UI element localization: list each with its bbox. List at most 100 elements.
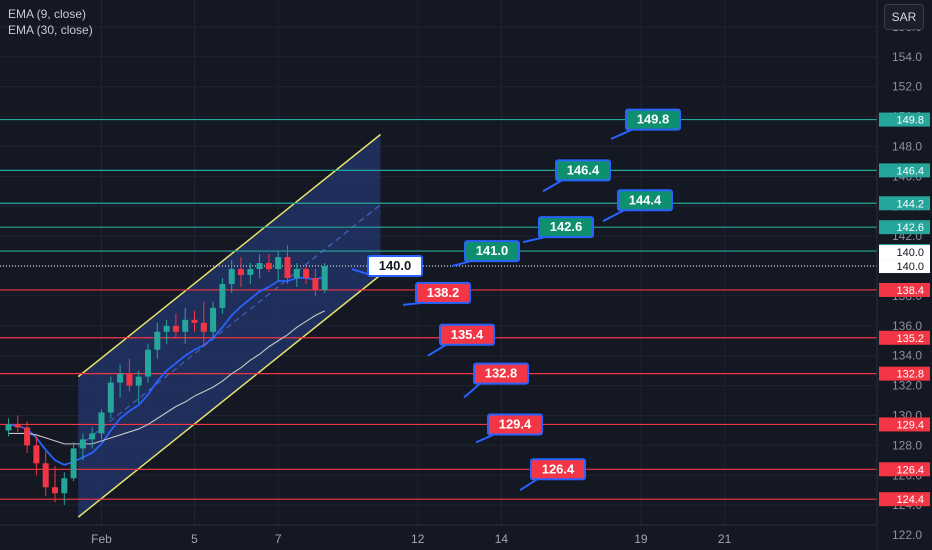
candle — [228, 269, 235, 284]
callout-146-4[interactable]: 146.4 — [542, 159, 611, 193]
channel-middle — [77, 204, 381, 448]
level-tag-label: 135.2 — [896, 333, 924, 345]
price-tick-label: 152.0 — [892, 80, 922, 94]
price-tick-label: 134.0 — [892, 349, 922, 363]
level-tag-label: 124.4 — [896, 494, 924, 506]
callout-box — [439, 323, 495, 346]
callout-144-4[interactable]: 144.4 — [602, 189, 673, 223]
callout-141-0[interactable]: 141.0 — [451, 240, 520, 268]
candle — [135, 376, 142, 386]
level-tag-label: 126.4 — [896, 464, 924, 476]
callout-box — [555, 159, 611, 182]
candle — [61, 478, 68, 494]
candlesticks — [5, 245, 328, 506]
channel-lower — [77, 274, 381, 518]
callout-149-8[interactable]: 149.8 — [610, 108, 681, 140]
price-callouts[interactable]: 149.8 146.4 144.4 142.6 141.0 140.0 138.2 135.4… — [351, 108, 681, 492]
candle — [126, 373, 133, 386]
candle — [42, 463, 49, 488]
ema9-line — [8, 275, 325, 466]
level-tag-label: 142.6 — [896, 222, 924, 234]
candle — [312, 277, 319, 290]
price-axis-bg — [877, 0, 932, 550]
candle — [89, 433, 96, 440]
callout-pointer — [519, 478, 538, 492]
level-tag — [879, 417, 930, 432]
callout-132-8[interactable]: 132.8 — [463, 362, 529, 399]
callout-box — [538, 216, 594, 239]
candle — [145, 349, 151, 377]
level-tag — [879, 220, 930, 235]
ema30-line — [8, 310, 325, 445]
level-tag-label: 129.4 — [896, 419, 924, 431]
candle — [52, 487, 58, 494]
callout-pointer — [542, 179, 563, 193]
candle — [219, 283, 226, 308]
level-tag — [879, 492, 930, 507]
price-tick-label: 132.0 — [892, 379, 922, 393]
callout-label: 149.8 — [637, 112, 670, 127]
time-tick-label: 7 — [275, 532, 282, 546]
candle — [5, 424, 12, 431]
level-tag-label: 138.4 — [896, 285, 924, 297]
callout-135-4[interactable]: 135.4 — [427, 323, 495, 357]
callout-box — [625, 108, 681, 131]
callout-box — [464, 240, 520, 263]
callout-label: 135.4 — [451, 327, 484, 342]
level-tag-label: 132.8 — [896, 369, 924, 381]
level-tag — [879, 462, 930, 477]
currency-button[interactable]: SAR — [884, 4, 924, 30]
candle — [275, 257, 282, 270]
price-tick-label: 136.0 — [892, 319, 922, 333]
callout-label: 132.8 — [485, 366, 518, 381]
current-price-label: 140.0 — [896, 247, 924, 259]
candle — [24, 427, 31, 446]
candle — [303, 269, 310, 278]
callout-box — [530, 458, 586, 481]
callout-label: 142.6 — [550, 219, 583, 234]
level-tag — [879, 163, 930, 178]
price-axis[interactable]: 122.0124.0126.0128.0130.0132.0134.0136.0… — [876, 0, 932, 550]
level-tag — [879, 259, 930, 274]
callout-142-6[interactable]: 142.6 — [522, 216, 594, 244]
price-tick-label: 128.0 — [892, 438, 922, 452]
time-tick-label: Feb — [91, 532, 112, 546]
candle — [247, 269, 254, 275]
candle — [238, 269, 244, 275]
callout-box — [487, 413, 543, 436]
callout-pointer — [475, 433, 495, 444]
legend-ema30[interactable]: EMA (30, close) — [8, 23, 93, 37]
candle — [284, 257, 291, 278]
candle — [182, 319, 189, 332]
ema-lines — [8, 275, 325, 466]
callout-140-0[interactable]: 140.0 — [351, 255, 423, 278]
level-tag-label: 149.8 — [896, 115, 924, 127]
callout-box — [617, 189, 673, 212]
callout-label: 138.2 — [427, 285, 460, 300]
channel-upper — [77, 133, 381, 378]
callout-129-4[interactable]: 129.4 — [475, 413, 543, 444]
current-price-tag — [879, 245, 930, 260]
callout-label: 126.4 — [542, 461, 575, 476]
callout-138-2[interactable]: 138.2 — [402, 281, 471, 306]
legend-ema9[interactable]: EMA (9, close) — [8, 7, 87, 21]
candle — [293, 269, 300, 278]
time-tick-label: 21 — [718, 532, 732, 546]
time-axis[interactable]: Feb 5 7 12 14 19 21 — [0, 524, 877, 550]
level-tag-label: 140.0 — [896, 261, 924, 273]
callout-pointer — [463, 382, 481, 399]
time-axis-bg — [0, 525, 877, 550]
candle — [200, 322, 207, 332]
level-tag-label: 144.2 — [896, 198, 924, 210]
candle — [79, 439, 86, 449]
callout-box — [473, 362, 529, 385]
callout-126-4[interactable]: 126.4 — [519, 458, 586, 492]
callout-box — [415, 281, 471, 304]
price-tick-label: 154.0 — [892, 50, 922, 64]
callout-label: 144.4 — [629, 192, 662, 207]
callout-label: 141.0 — [476, 243, 509, 258]
level-tag — [879, 366, 930, 381]
callout-pointer — [610, 128, 633, 140]
candle — [117, 373, 124, 383]
